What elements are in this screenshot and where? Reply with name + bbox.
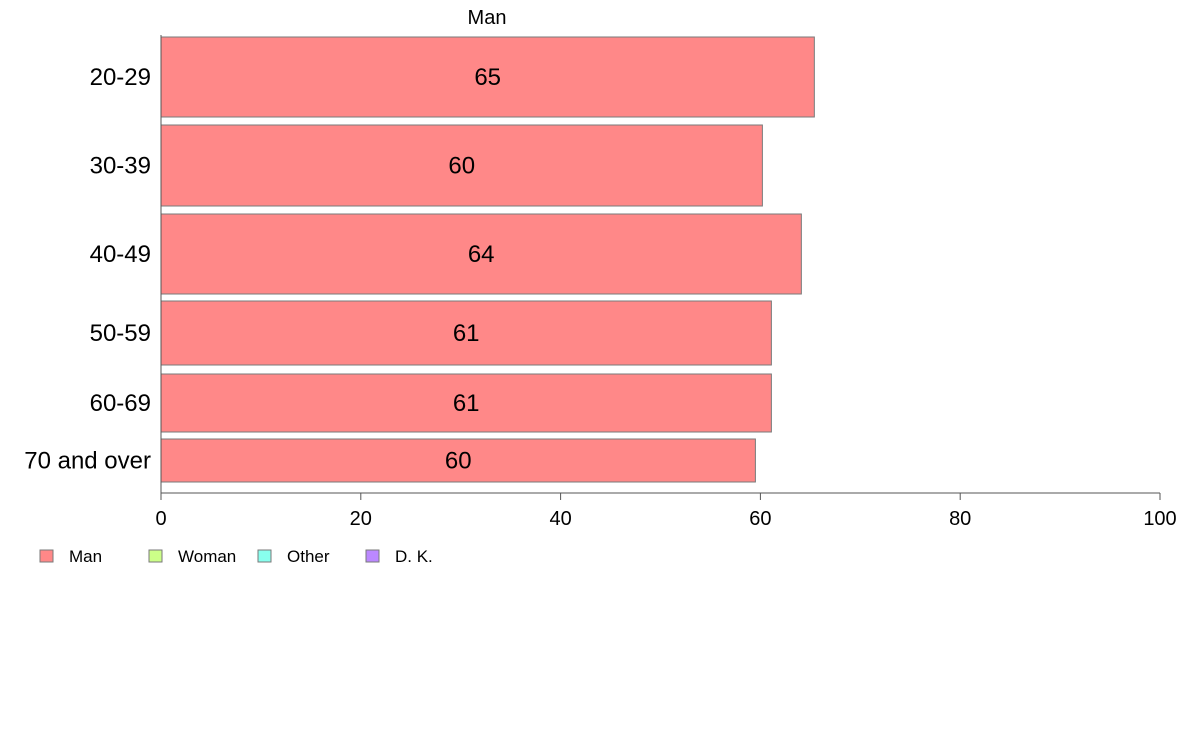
legend-item-3: D. K. (365, 547, 433, 566)
legend-item-0: Man (39, 547, 102, 566)
legend-swatch-1 (148, 549, 163, 563)
legend-label-0: Man (69, 547, 102, 566)
bar-5 (160, 438, 756, 483)
legend-item-2: Other (257, 547, 330, 566)
x-axis: 0 20 40 60 80 100 (155, 492, 1177, 530)
category-label-0: 20-29 (90, 64, 151, 91)
legend-swatch-3 (365, 549, 380, 563)
bar-2 (160, 213, 802, 295)
x-tick-label-3: 60 (749, 508, 771, 530)
bar-value-label-5: 60 (445, 448, 472, 475)
x-tick-label-5: 100 (1143, 508, 1176, 530)
x-tick-label-1: 20 (350, 508, 372, 530)
category-label-4: 60-69 (90, 390, 151, 417)
chart-title: Man (468, 7, 507, 29)
x-tick-label-2: 40 (549, 508, 571, 530)
legend-swatch-2 (257, 549, 272, 563)
legend-label-2: Other (287, 547, 330, 566)
legend: Man Woman Other D. K. (39, 547, 433, 566)
category-label-5: 70 and over (24, 448, 151, 475)
x-tick-label-4: 80 (949, 508, 971, 530)
legend-label-1: Woman (178, 547, 236, 566)
legend-label-3: D. K. (395, 547, 433, 566)
bar-value-label-3: 61 (453, 320, 480, 347)
bars-group: 65 60 64 61 61 60 (160, 36, 815, 483)
x-tick-label-0: 0 (155, 508, 166, 530)
legend-swatch-0 (39, 549, 54, 563)
bar-0 (160, 36, 815, 118)
bar-value-label-2: 64 (468, 241, 495, 268)
category-label-1: 30-39 (90, 153, 151, 180)
category-label-2: 40-49 (90, 241, 151, 268)
bar-value-label-4: 61 (453, 390, 480, 417)
bar-1 (160, 124, 763, 207)
legend-item-1: Woman (148, 547, 236, 566)
bar-4 (160, 373, 772, 433)
category-labels: 20-29 30-39 40-49 50-59 60-69 70 and over (24, 35, 162, 493)
bar-value-label-0: 65 (474, 64, 501, 91)
category-label-3: 50-59 (90, 320, 151, 347)
bar-3 (160, 300, 772, 366)
bar-value-label-1: 60 (448, 153, 475, 180)
